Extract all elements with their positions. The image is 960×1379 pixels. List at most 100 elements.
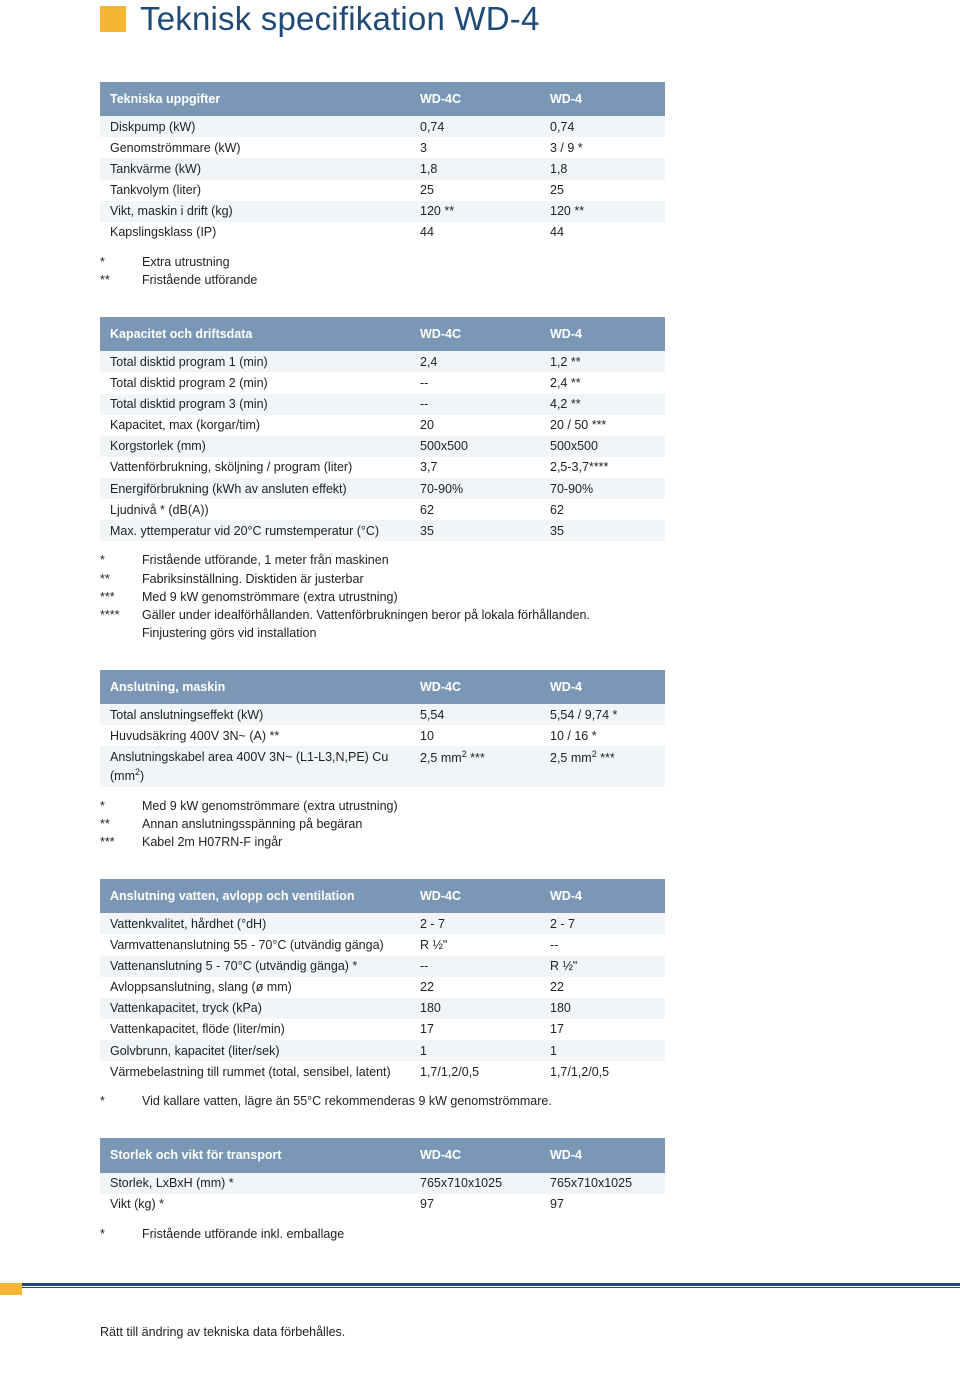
- table-cell: Korgstorlek (mm): [100, 436, 410, 457]
- table-row: Vattenförbrukning, sköljning / program (…: [100, 457, 665, 478]
- table-cell: 1,2 **: [540, 351, 665, 372]
- table-cell: 35: [410, 520, 540, 541]
- table-header-cell: WD-4C: [410, 879, 540, 913]
- footer-rule: [0, 1283, 960, 1309]
- table-cell: Kapacitet, max (korgar/tim): [100, 415, 410, 436]
- table-header-cell: WD-4: [540, 317, 665, 351]
- table-cell: 25: [540, 180, 665, 201]
- table-row: Total disktid program 3 (min)--4,2 **: [100, 394, 665, 415]
- table-cell: 0,74: [540, 116, 665, 137]
- table-row: Max. yttemperatur vid 20°C rumstemperatu…: [100, 520, 665, 541]
- table-cell: Avloppsanslutning, slang (ø mm): [100, 977, 410, 998]
- footnote-mark: ****: [100, 606, 142, 624]
- table-cell: 25: [410, 180, 540, 201]
- page-title: Teknisk specifikation WD-4: [140, 0, 540, 38]
- table-header-cell: Storlek och vikt för transport: [100, 1138, 410, 1172]
- footer-accent-tab: [0, 1283, 22, 1295]
- table-row: Golvbrunn, kapacitet (liter/sek)11: [100, 1040, 665, 1061]
- table-cell: 1,8: [540, 158, 665, 179]
- table-row: Vattenkvalitet, hårdhet (°dH)2 - 72 - 7: [100, 913, 665, 934]
- footnote-text: Fabriksinställning. Disktiden är justerb…: [142, 570, 364, 588]
- table-cell: 35: [540, 520, 665, 541]
- table-row: Vattenanslutning 5 - 70°C (utvändig gäng…: [100, 956, 665, 977]
- footnote-mark: *: [100, 1225, 142, 1243]
- table-row: Kapslingsklass (IP)4444: [100, 222, 665, 243]
- footnote-mark: *: [100, 797, 142, 815]
- footnote-mark: **: [100, 570, 142, 588]
- table-cell: Total disktid program 3 (min): [100, 394, 410, 415]
- table-row: Korgstorlek (mm)500x500500x500: [100, 436, 665, 457]
- table-cell: Max. yttemperatur vid 20°C rumstemperatu…: [100, 520, 410, 541]
- table-cell: 97: [410, 1194, 540, 1215]
- footnote-text: Gäller under idealförhållanden. Vattenfö…: [142, 606, 590, 624]
- table-header-cell: WD-4C: [410, 82, 540, 116]
- table-header-cell: WD-4: [540, 1138, 665, 1172]
- footnote-mark: ***: [100, 833, 142, 851]
- table-cell: 120 **: [410, 201, 540, 222]
- table-cell: 3 / 9 *: [540, 137, 665, 158]
- table-row: Energiförbrukning (kWh av ansluten effek…: [100, 478, 665, 499]
- table-header-cell: Anslutning, maskin: [100, 670, 410, 704]
- table-cell: --: [410, 394, 540, 415]
- table-cell: 44: [540, 222, 665, 243]
- table-cell: 62: [540, 499, 665, 520]
- table-header-cell: WD-4C: [410, 670, 540, 704]
- spec-table: Storlek och vikt för transportWD-4CWD-4 S…: [100, 1138, 665, 1214]
- table-header-cell: WD-4C: [410, 1138, 540, 1172]
- table-row: Total disktid program 2 (min)--2,4 **: [100, 372, 665, 393]
- table-cell: Vikt (kg) *: [100, 1194, 410, 1215]
- table-row: Anslutningskabel area 400V 3N~ (L1-L3,N,…: [100, 746, 665, 786]
- table-cell: 120 **: [540, 201, 665, 222]
- table-cell: 1: [410, 1040, 540, 1061]
- footnote-text: Med 9 kW genomströmmare (extra utrustnin…: [142, 588, 398, 606]
- table-cell: Värmebelastning till rummet (total, sens…: [100, 1061, 410, 1082]
- table-cell: 97: [540, 1194, 665, 1215]
- table-cell: Total disktid program 2 (min): [100, 372, 410, 393]
- table-cell: --: [410, 956, 540, 977]
- table-row: Kapacitet, max (korgar/tim)2020 / 50 ***: [100, 415, 665, 436]
- table-row: Tankvolym (liter)2525: [100, 180, 665, 201]
- table-row: Vattenkapacitet, flöde (liter/min)1717: [100, 1019, 665, 1040]
- table-row: Tankvärme (kW)1,81,8: [100, 158, 665, 179]
- table-cell: 0,74: [410, 116, 540, 137]
- table-cell: 5,54 / 9,74 *: [540, 704, 665, 725]
- table-cell: 3: [410, 137, 540, 158]
- table-cell: Ljudnivå * (dB(A)): [100, 499, 410, 520]
- table-cell: 22: [540, 977, 665, 998]
- footnote-mark: **: [100, 271, 142, 289]
- table-row: Vikt, maskin i drift (kg)120 **120 **: [100, 201, 665, 222]
- table-row: Total disktid program 1 (min)2,41,2 **: [100, 351, 665, 372]
- table-cell: 70-90%: [410, 478, 540, 499]
- table-cell: 20 / 50 ***: [540, 415, 665, 436]
- table-cell: 180: [540, 998, 665, 1019]
- table-cell: 765x710x1025: [540, 1173, 665, 1194]
- table-cell: 1,7/1,2/0,5: [540, 1061, 665, 1082]
- table-cell: 4,2 **: [540, 394, 665, 415]
- table-header-cell: WD-4: [540, 879, 665, 913]
- table-footnotes: *Fristående utförande, 1 meter från mask…: [100, 551, 860, 642]
- table-cell: 765x710x1025: [410, 1173, 540, 1194]
- footnote-text: Fristående utförande: [142, 271, 257, 289]
- table-cell: 1,7/1,2/0,5: [410, 1061, 540, 1082]
- table-cell: 17: [540, 1019, 665, 1040]
- table-cell: Genomströmmare (kW): [100, 137, 410, 158]
- table-header-cell: WD-4: [540, 670, 665, 704]
- table-cell: Energiförbrukning (kWh av ansluten effek…: [100, 478, 410, 499]
- table-cell: 62: [410, 499, 540, 520]
- table-cell: 3,7: [410, 457, 540, 478]
- page-heading: Teknisk specifikation WD-4: [100, 0, 860, 38]
- table-cell: 10 / 16 *: [540, 725, 665, 746]
- table-cell: Tankvärme (kW): [100, 158, 410, 179]
- footnote-text: Annan anslutningsspänning på begäran: [142, 815, 362, 833]
- table-row: Varmvattenanslutning 55 - 70°C (utvändig…: [100, 934, 665, 955]
- footnote-text: Extra utrustning: [142, 253, 230, 271]
- table-row: Värmebelastning till rummet (total, sens…: [100, 1061, 665, 1082]
- table-cell: Vattenförbrukning, sköljning / program (…: [100, 457, 410, 478]
- table-cell: Tankvolym (liter): [100, 180, 410, 201]
- table-cell: Storlek, LxBxH (mm) *: [100, 1173, 410, 1194]
- footnote-text: Finjustering görs vid installation: [142, 624, 316, 642]
- table-cell: --: [410, 372, 540, 393]
- table-row: Avloppsanslutning, slang (ø mm)2222: [100, 977, 665, 998]
- table-cell: 10: [410, 725, 540, 746]
- table-cell: 180: [410, 998, 540, 1019]
